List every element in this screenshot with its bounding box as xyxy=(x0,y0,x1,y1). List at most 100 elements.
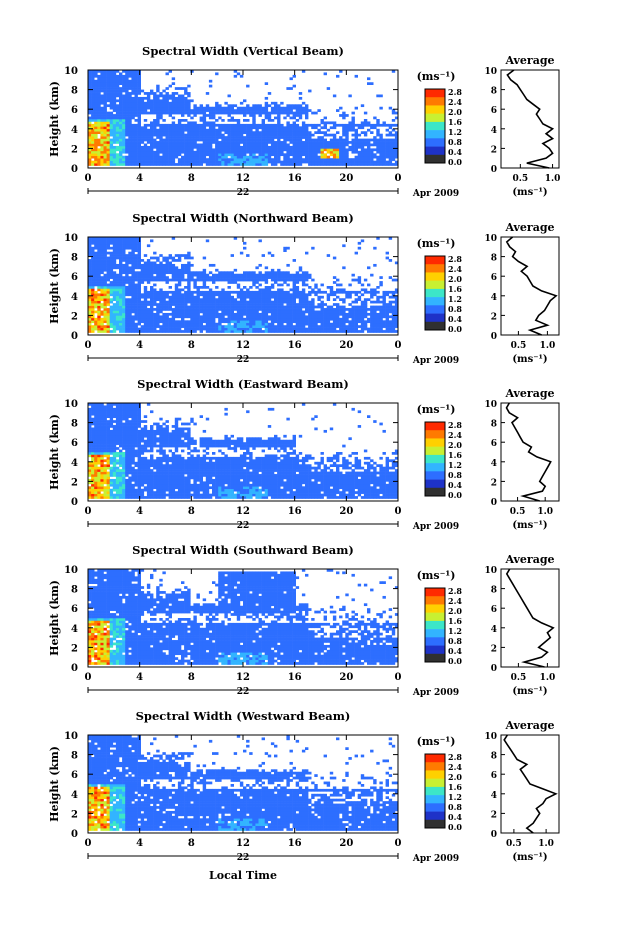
heatmap-cell xyxy=(239,317,244,321)
heatmap-cell xyxy=(239,305,244,309)
panel-vertical-beam: Spectral Width (Vertical Beam)0246810Hei… xyxy=(48,44,560,199)
heatmap-cell xyxy=(122,290,126,294)
heatmap-cell xyxy=(280,111,284,115)
heatmap-cell xyxy=(326,286,331,289)
heatmap-cell xyxy=(103,133,107,137)
heatmap-cell xyxy=(187,94,191,98)
profile-y-tick-label: 10 xyxy=(484,67,497,77)
heatmap-cell xyxy=(150,308,154,311)
heatmap-cell xyxy=(208,106,213,110)
heatmap-cell xyxy=(286,138,290,142)
colorbar-segment xyxy=(425,305,445,314)
heatmap-cell xyxy=(106,263,110,267)
heatmap-cell xyxy=(236,283,241,287)
profile-title: Average xyxy=(504,221,554,234)
heatmap-cell xyxy=(125,79,129,83)
heatmap-cell xyxy=(227,298,231,301)
heatmap-cell xyxy=(385,123,389,127)
heatmap-cell xyxy=(224,143,228,147)
heatmap-cell xyxy=(128,96,132,100)
heatmap-cell xyxy=(332,327,337,331)
heatmap-cell xyxy=(115,111,120,115)
heatmap-cell xyxy=(146,145,151,149)
heatmap-cell xyxy=(100,101,104,105)
heatmap-cell xyxy=(196,155,200,159)
heatmap-cell xyxy=(264,153,269,157)
heatmap-cell xyxy=(177,99,182,103)
heatmap-cell xyxy=(165,145,169,149)
heatmap-cell xyxy=(143,92,148,95)
heatmap-cell xyxy=(146,155,151,159)
heatmap-cell xyxy=(162,290,166,294)
heatmap-cell xyxy=(233,163,238,166)
heatmap-cell xyxy=(94,429,98,433)
heatmap-cell xyxy=(363,305,368,309)
heatmap-cell xyxy=(103,106,107,110)
heatmap-cell xyxy=(131,92,135,95)
heatmap-cell xyxy=(131,273,135,277)
heatmap-cell xyxy=(215,119,219,122)
heatmap-cell xyxy=(301,322,306,326)
heatmap-cell xyxy=(193,303,197,306)
heatmap-cell xyxy=(119,89,123,93)
heatmap-cell xyxy=(131,143,135,147)
heatmap-cell xyxy=(351,322,355,326)
heatmap-cell xyxy=(249,320,253,324)
heatmap-cell xyxy=(208,312,213,316)
heatmap-cell xyxy=(261,295,265,299)
heatmap-cell xyxy=(277,312,281,316)
heatmap-cell xyxy=(202,111,207,115)
heatmap-cell xyxy=(243,99,247,103)
heatmap-cell xyxy=(137,322,141,326)
heatmap-cell xyxy=(184,155,188,159)
heatmap-cell xyxy=(187,114,191,117)
heatmap-cell xyxy=(367,148,371,152)
heatmap-cell xyxy=(280,101,284,105)
heatmap-cell xyxy=(106,128,110,132)
heatmap-cell xyxy=(97,254,101,257)
heatmap-cell xyxy=(193,138,197,142)
heatmap-cell xyxy=(323,290,327,294)
heatmap-cell xyxy=(292,305,296,309)
heatmap-cell xyxy=(134,92,138,95)
heatmap-cell xyxy=(351,111,355,115)
heatmap-cell xyxy=(165,131,169,134)
heatmap-cell xyxy=(292,325,296,328)
heatmap-cell xyxy=(153,101,157,105)
heatmap-cell xyxy=(100,143,104,147)
heatmap-cell xyxy=(264,303,269,306)
heatmap-cell xyxy=(298,266,303,270)
heatmap-cell xyxy=(119,327,123,331)
heatmap-cell xyxy=(202,106,207,110)
heatmap-cell xyxy=(323,141,327,144)
heatmap-cell xyxy=(373,141,377,144)
heatmap-cell xyxy=(119,126,123,130)
heatmap-cell xyxy=(88,131,92,134)
heatmap-cell xyxy=(190,160,194,164)
heatmap-cell xyxy=(314,163,318,166)
heatmap-cell xyxy=(109,121,114,125)
heatmap-cell xyxy=(354,322,358,326)
heatmap-cell xyxy=(317,320,321,324)
heatmap-cell xyxy=(292,136,296,139)
heatmap-cell xyxy=(292,286,296,289)
heatmap-cell xyxy=(122,70,126,73)
heatmap-cell xyxy=(97,94,101,98)
heatmap-cell xyxy=(119,143,123,147)
heatmap-cell xyxy=(106,145,110,149)
y-axis-label: Height (km) xyxy=(48,248,61,324)
heatmap-cell xyxy=(91,300,95,304)
heatmap-cell xyxy=(305,141,309,144)
heatmap-cell xyxy=(277,123,281,127)
heatmap-cell xyxy=(236,148,241,152)
heatmap-cell xyxy=(224,293,228,297)
heatmap-cell xyxy=(270,293,275,297)
heatmap-cell xyxy=(215,303,219,306)
heatmap-cell xyxy=(156,305,160,309)
heatmap-cell xyxy=(376,133,380,137)
colorbar-segment xyxy=(425,138,445,147)
heatmap-cell xyxy=(332,155,337,159)
heatmap-cell xyxy=(103,104,107,108)
heatmap-cell xyxy=(143,145,148,149)
heatmap-cell xyxy=(308,290,312,294)
